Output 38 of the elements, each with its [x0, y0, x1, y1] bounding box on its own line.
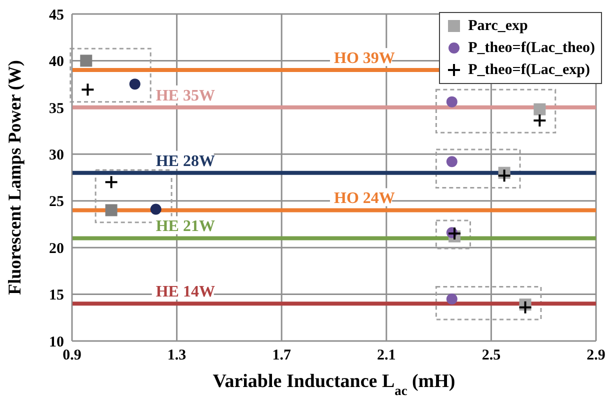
point	[105, 204, 118, 216]
ref-line-label: HE 28W	[156, 152, 215, 170]
y-tick-label: 45	[49, 7, 64, 24]
point	[129, 78, 140, 90]
legend-label: Parc_exp	[468, 18, 528, 34]
x-axis-title: Variable Inductance L$_{ac}$ (mH)	[212, 371, 456, 398]
point	[534, 103, 546, 116]
ref-line-label: HE 14W	[156, 284, 215, 301]
y-axis-title: Fluorescent Lamps Power (W)	[4, 60, 24, 295]
y-tick-label: 10	[49, 334, 64, 350]
point	[497, 168, 512, 183]
ref-line-label: HE 35W	[156, 87, 215, 104]
legend-label: P_theo=f(Lac_theo)	[468, 40, 595, 56]
x-tick-label: 2.9	[586, 348, 606, 364]
y-tick-label: 25	[49, 194, 64, 210]
point	[80, 54, 92, 67]
y-tick-label: 35	[49, 100, 64, 117]
point	[80, 82, 95, 97]
y-tick-label: 30	[49, 147, 64, 164]
x-tick-label: 2.5	[482, 348, 501, 364]
x-tick-label: 1.3	[167, 348, 186, 364]
point	[150, 204, 162, 215]
point	[446, 96, 458, 108]
ref-line-label: HO 24W	[334, 190, 395, 208]
x-tick-label: 1.7	[272, 348, 292, 364]
y-tick-label: 20	[49, 240, 64, 257]
x-tick-label: 2.1	[377, 348, 396, 364]
point	[104, 175, 118, 190]
point	[518, 300, 532, 314]
x-tick-label: 0.9	[62, 348, 82, 364]
point	[446, 156, 458, 168]
legend-label: P_theo=f(Lac_exp)	[468, 62, 590, 78]
point	[446, 293, 458, 304]
ref-line-label: HE 21W	[156, 218, 215, 236]
y-tick-label: 40	[49, 54, 64, 70]
ref-line-label: HO 39W	[334, 50, 395, 68]
point	[532, 114, 547, 128]
y-tick-label: 15	[49, 288, 64, 304]
